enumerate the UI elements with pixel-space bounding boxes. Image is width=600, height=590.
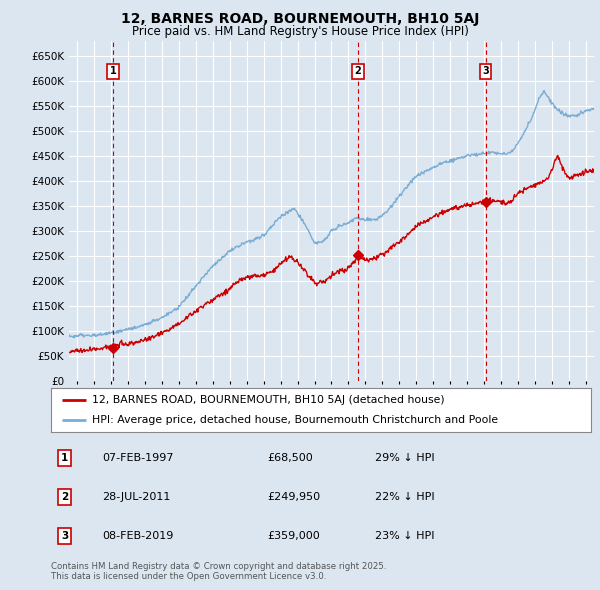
Text: £68,500: £68,500 [267,453,313,463]
Text: 08-FEB-2019: 08-FEB-2019 [103,531,173,541]
Text: 07-FEB-1997: 07-FEB-1997 [103,453,174,463]
Text: Price paid vs. HM Land Registry's House Price Index (HPI): Price paid vs. HM Land Registry's House … [131,25,469,38]
Text: HPI: Average price, detached house, Bournemouth Christchurch and Poole: HPI: Average price, detached house, Bour… [91,415,497,425]
Text: 3: 3 [482,66,489,76]
Text: £249,950: £249,950 [267,492,320,502]
Text: 2: 2 [355,66,361,76]
Text: 3: 3 [61,531,68,541]
Text: 1: 1 [61,453,68,463]
Text: 1: 1 [110,66,116,76]
Text: 29% ↓ HPI: 29% ↓ HPI [375,453,434,463]
Text: 12, BARNES ROAD, BOURNEMOUTH, BH10 5AJ: 12, BARNES ROAD, BOURNEMOUTH, BH10 5AJ [121,12,479,26]
Text: 2: 2 [61,492,68,502]
Text: £359,000: £359,000 [267,531,320,541]
Text: 23% ↓ HPI: 23% ↓ HPI [375,531,434,541]
Text: 12, BARNES ROAD, BOURNEMOUTH, BH10 5AJ (detached house): 12, BARNES ROAD, BOURNEMOUTH, BH10 5AJ (… [91,395,444,405]
Text: 28-JUL-2011: 28-JUL-2011 [103,492,170,502]
Text: Contains HM Land Registry data © Crown copyright and database right 2025.
This d: Contains HM Land Registry data © Crown c… [51,562,386,581]
Text: 22% ↓ HPI: 22% ↓ HPI [375,492,434,502]
